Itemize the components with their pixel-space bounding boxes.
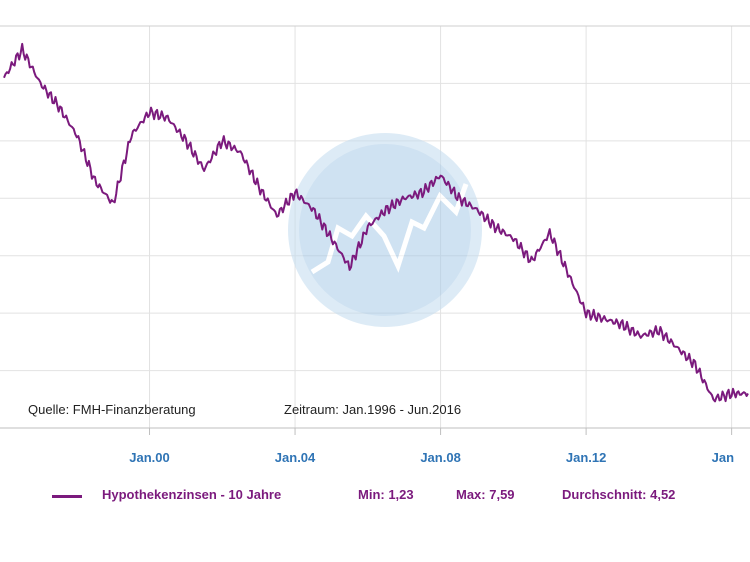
period-note: Zeitraum: Jan.1996 - Jun.2016 <box>284 402 461 417</box>
x-tick-label: Jan.00 <box>129 450 169 465</box>
legend-swatch <box>52 495 82 498</box>
x-tick-label: Jan.12 <box>566 450 606 465</box>
chart: Jan.00 Jan.04 Jan.08 Jan.12 Jan Quelle: FMH-… <box>0 25 750 465</box>
legend-series-name: Hypothekenzinsen - 10 Jahre <box>102 487 282 502</box>
x-tick-label: Jan <box>712 450 734 465</box>
legend-average: Durchschnitt: 4,52 <box>562 487 676 502</box>
series-line-hypothekenzinsen <box>3 42 749 403</box>
watermark-logo <box>288 133 482 327</box>
x-tick-label: Jan.08 <box>420 450 460 465</box>
legend: Hypothekenzinsen - 10 Jahre Min: 1,23 Ma… <box>52 487 742 507</box>
x-tick-label: Jan.04 <box>275 450 316 465</box>
x-ticks: Jan.00 Jan.04 Jan.08 Jan.12 Jan <box>129 428 734 465</box>
legend-min: Min: 1,23 <box>358 487 414 502</box>
legend-max: Max: 7,59 <box>456 487 515 502</box>
source-note: Quelle: FMH-Finanzberatung <box>28 402 196 417</box>
